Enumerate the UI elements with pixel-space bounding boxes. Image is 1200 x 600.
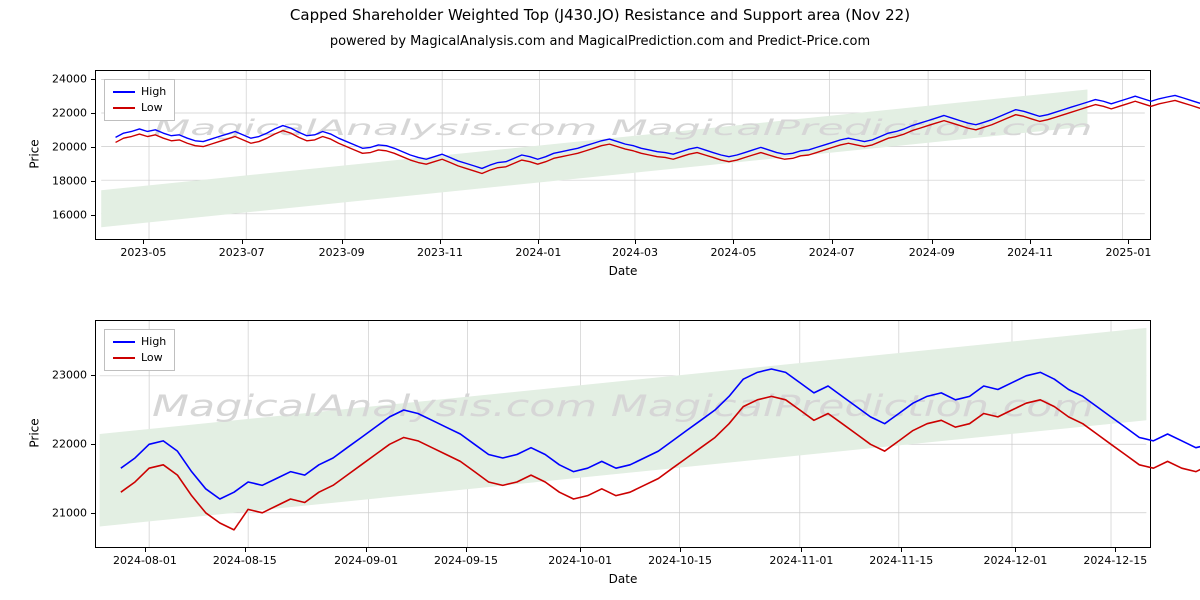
chart-panel-bottom: MagicalAnalysis.com MagicalPrediction.co… — [95, 320, 1151, 548]
legend-swatch — [113, 107, 135, 109]
ytick-label: 23000 — [47, 369, 87, 382]
chart-panel-top: MagicalAnalysis.com MagicalPrediction.co… — [95, 70, 1151, 240]
legend-item: Low — [113, 100, 166, 116]
y-axis-label: Price — [28, 418, 42, 447]
y-axis-label: Price — [28, 139, 42, 168]
legend-swatch — [113, 91, 135, 93]
ytick-label: 16000 — [47, 208, 87, 221]
legend-item: High — [113, 84, 166, 100]
xtick-label: 2024-08-15 — [213, 554, 277, 567]
xtick-label: 2024-01 — [515, 246, 561, 259]
x-axis-label: Date — [95, 572, 1151, 586]
ytick-label: 22000 — [47, 106, 87, 119]
legend-top: HighLow — [104, 79, 175, 121]
figure-subtitle: powered by MagicalAnalysis.com and Magic… — [0, 34, 1200, 49]
legend-label: High — [141, 84, 166, 100]
legend-item: High — [113, 334, 166, 350]
xtick-label: 2023-11 — [417, 246, 463, 259]
xtick-label: 2024-10-01 — [548, 554, 612, 567]
xtick-label: 2023-09 — [319, 246, 365, 259]
legend-label: Low — [141, 350, 163, 366]
xtick-label: 2025-01 — [1105, 246, 1151, 259]
chart-svg-bottom: MagicalAnalysis.com MagicalPrediction.co… — [96, 321, 1150, 547]
xtick-label: 2023-05 — [120, 246, 166, 259]
ytick-label: 18000 — [47, 174, 87, 187]
x-axis-label: Date — [95, 264, 1151, 278]
xtick-label: 2024-11-15 — [869, 554, 933, 567]
xtick-label: 2024-10-15 — [648, 554, 712, 567]
legend-label: High — [141, 334, 166, 350]
xtick-label: 2024-12-01 — [983, 554, 1047, 567]
xtick-label: 2024-11-01 — [769, 554, 833, 567]
xtick-label: 2024-09-01 — [334, 554, 398, 567]
figure: Capped Shareholder Weighted Top (J430.JO… — [0, 0, 1200, 600]
legend-swatch — [113, 341, 135, 343]
svg-text:MagicalAnalysis.com: MagicalAnalysis.com MagicalPrediction.co… — [152, 389, 1094, 424]
figure-title: Capped Shareholder Weighted Top (J430.JO… — [0, 6, 1200, 24]
xtick-label: 2024-07 — [809, 246, 855, 259]
xtick-label: 2024-09-15 — [434, 554, 498, 567]
xtick-label: 2024-08-01 — [113, 554, 177, 567]
ytick-label: 21000 — [47, 507, 87, 520]
xtick-label: 2024-12-15 — [1083, 554, 1147, 567]
xtick-label: 2024-03 — [612, 246, 658, 259]
xtick-label: 2024-11 — [1007, 246, 1053, 259]
chart-svg-top: MagicalAnalysis.com MagicalPrediction.co… — [96, 71, 1150, 239]
legend-item: Low — [113, 350, 166, 366]
legend-bottom: HighLow — [104, 329, 175, 371]
legend-swatch — [113, 357, 135, 359]
xtick-label: 2024-05 — [710, 246, 756, 259]
ytick-label: 20000 — [47, 140, 87, 153]
ytick-label: 22000 — [47, 438, 87, 451]
svg-text:MagicalAnalysis.com: MagicalAnalysis.com MagicalPrediction.co… — [153, 116, 1092, 141]
legend-label: Low — [141, 100, 163, 116]
ytick-label: 24000 — [47, 72, 87, 85]
xtick-label: 2023-07 — [219, 246, 265, 259]
xtick-label: 2024-09 — [909, 246, 955, 259]
